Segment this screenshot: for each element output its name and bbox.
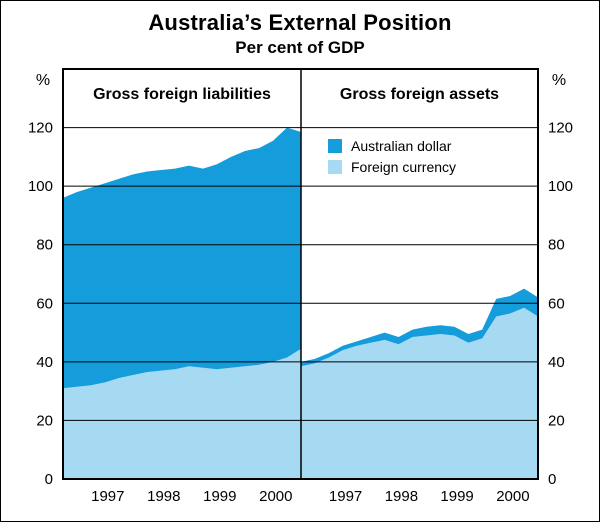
legend: Australian dollar Foreign currency [328, 138, 456, 180]
y-tick-label-left: 120 [28, 120, 53, 137]
y-tick-label-right: 0 [548, 471, 556, 488]
legend-label: Australian dollar [351, 138, 452, 154]
x-year-label: 1999 [440, 488, 473, 505]
y-axis-unit-right: % [551, 72, 567, 89]
x-year-label: 2000 [259, 488, 292, 505]
area-foreign-currency [63, 348, 301, 479]
y-tick-label-left: 0 [45, 471, 53, 488]
x-year-label: 1998 [147, 488, 180, 505]
legend-label: Foreign currency [351, 159, 457, 175]
legend-item: Foreign currency [328, 159, 456, 175]
x-year-label: 2000 [496, 488, 529, 505]
panel-title-assets: Gross foreign assets [339, 86, 500, 103]
legend-swatch-australian-dollar [328, 139, 342, 153]
plot-border [62, 68, 539, 480]
panel-title-liabilities: Gross foreign liabilities [93, 86, 271, 103]
y-tick-label-left: 60 [36, 295, 53, 312]
chart-title: Australia’s External Position [148, 10, 452, 35]
y-axis-unit-left: % [35, 72, 51, 89]
y-tick-label-right: 120 [548, 120, 573, 137]
y-tick-label-right: 40 [548, 354, 565, 371]
x-year-label: 1997 [329, 488, 362, 505]
x-year-label: 1997 [91, 488, 124, 505]
y-tick-label-right: 100 [548, 178, 573, 195]
area-foreign-currency [301, 307, 538, 479]
area-australian-dollar [301, 288, 538, 367]
y-tick-label-right: 20 [548, 412, 565, 429]
legend-swatch-foreign-currency [328, 160, 342, 174]
y-tick-label-left: 100 [28, 178, 53, 195]
x-year-label: 1999 [203, 488, 236, 505]
chart-subtitle: Per cent of GDP [235, 38, 365, 57]
y-tick-label-right: 60 [548, 295, 565, 312]
y-tick-label-left: 20 [36, 412, 53, 429]
y-tick-label-right: 80 [548, 237, 565, 254]
x-year-label: 1998 [385, 488, 418, 505]
area-australian-dollar [63, 127, 301, 389]
y-tick-label-left: 40 [36, 354, 53, 371]
legend-item: Australian dollar [328, 138, 456, 154]
y-tick-label-left: 80 [36, 237, 53, 254]
